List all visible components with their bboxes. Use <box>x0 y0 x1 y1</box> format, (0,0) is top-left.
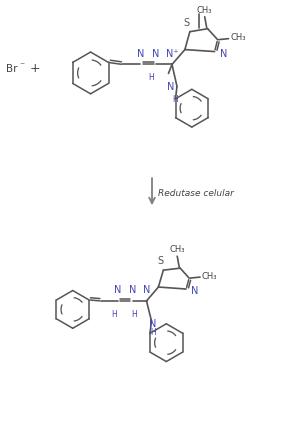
Text: +: + <box>29 62 40 75</box>
Text: N: N <box>114 285 121 295</box>
Text: N⁺: N⁺ <box>166 49 178 58</box>
Text: H: H <box>111 310 117 319</box>
Text: H: H <box>148 74 154 83</box>
Text: ⁻: ⁻ <box>19 61 24 71</box>
Text: S: S <box>157 256 163 266</box>
Text: CH₃: CH₃ <box>197 6 213 15</box>
Text: H: H <box>132 310 138 319</box>
Text: N: N <box>129 285 136 295</box>
Text: CH₃: CH₃ <box>231 33 246 42</box>
Text: S: S <box>184 18 190 28</box>
Text: N: N <box>137 49 144 58</box>
Text: CH₃: CH₃ <box>202 272 217 281</box>
Text: N: N <box>167 82 174 92</box>
Text: H: H <box>172 95 178 104</box>
Text: N: N <box>191 286 199 296</box>
Text: H: H <box>151 328 156 337</box>
Text: N: N <box>143 285 150 295</box>
Text: N: N <box>152 49 160 58</box>
Text: Br: Br <box>6 64 18 74</box>
Text: N: N <box>149 319 156 329</box>
Text: CH₃: CH₃ <box>170 245 185 254</box>
Text: Redutase celular: Redutase celular <box>158 189 234 198</box>
Text: N: N <box>220 49 227 58</box>
